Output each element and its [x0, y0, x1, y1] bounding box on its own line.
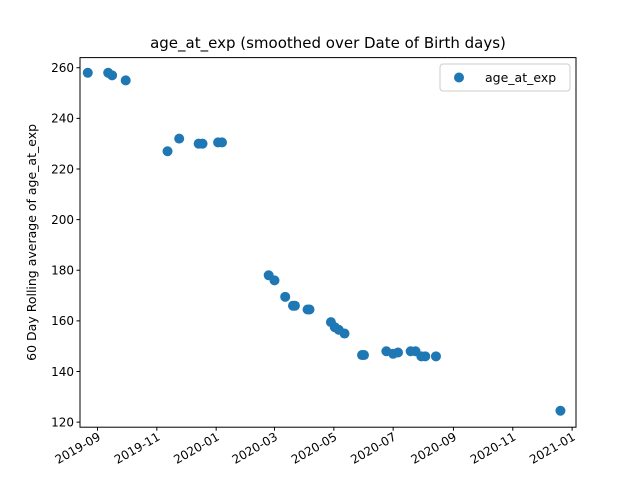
- data-point: [280, 291, 291, 302]
- y-tick-label: 120: [51, 415, 74, 429]
- data-points: [82, 67, 566, 416]
- data-point: [269, 275, 280, 286]
- data-point: [289, 300, 300, 311]
- y-axis: 120 140 160 180 200 220 240 260: [51, 61, 80, 429]
- data-point: [555, 405, 566, 416]
- data-point: [339, 328, 350, 339]
- y-axis-label: 60 Day Rolling average of age_at_exp: [24, 124, 39, 361]
- data-point: [174, 133, 185, 144]
- data-point: [358, 350, 369, 361]
- data-point: [82, 67, 93, 78]
- data-point: [304, 304, 315, 315]
- data-point: [430, 351, 441, 362]
- y-tick-label: 200: [51, 213, 74, 227]
- data-point: [197, 138, 208, 149]
- y-tick-label: 220: [51, 162, 74, 176]
- data-point: [162, 146, 173, 157]
- chart-title: age_at_exp (smoothed over Date of Birth …: [150, 34, 506, 53]
- legend-label: age_at_exp: [485, 70, 556, 85]
- y-tick-label: 260: [51, 61, 74, 75]
- plot-frame: [79, 57, 577, 428]
- data-point: [216, 137, 227, 148]
- y-tick-label: 180: [51, 264, 74, 278]
- legend: age_at_exp: [439, 63, 571, 92]
- data-point: [393, 347, 404, 358]
- legend-marker: [454, 72, 464, 83]
- data-point: [420, 351, 431, 362]
- y-tick-label: 160: [51, 314, 74, 328]
- legend-frame: [439, 63, 571, 92]
- data-point: [107, 70, 118, 81]
- y-tick-label: 140: [51, 365, 74, 379]
- data-point: [120, 75, 131, 86]
- y-tick-label: 240: [51, 112, 74, 126]
